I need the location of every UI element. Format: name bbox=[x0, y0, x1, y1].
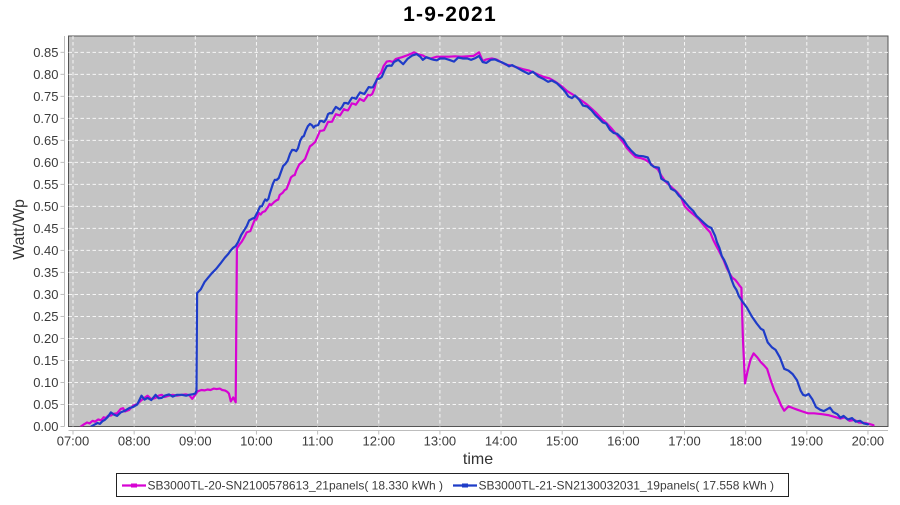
svg-text:0.75: 0.75 bbox=[33, 89, 58, 104]
svg-text:17:00: 17:00 bbox=[668, 434, 701, 449]
svg-text:0.25: 0.25 bbox=[33, 309, 58, 324]
svg-text:0.45: 0.45 bbox=[33, 221, 58, 236]
svg-text:08:00: 08:00 bbox=[118, 434, 151, 449]
svg-text:0.50: 0.50 bbox=[33, 199, 58, 214]
svg-text:1-9-2021: 1-9-2021 bbox=[403, 3, 497, 26]
svg-text:19:00: 19:00 bbox=[791, 434, 824, 449]
svg-text:16:00: 16:00 bbox=[607, 434, 640, 449]
svg-text:14:00: 14:00 bbox=[485, 434, 518, 449]
svg-text:0.65: 0.65 bbox=[33, 133, 58, 148]
svg-text:Watt/Wp: Watt/Wp bbox=[11, 199, 28, 260]
svg-text:0.15: 0.15 bbox=[33, 353, 58, 368]
svg-text:0.40: 0.40 bbox=[33, 243, 58, 258]
svg-text:0.60: 0.60 bbox=[33, 155, 58, 170]
svg-text:09:00: 09:00 bbox=[179, 434, 212, 449]
svg-text:0.00: 0.00 bbox=[33, 419, 58, 434]
svg-text:0.55: 0.55 bbox=[33, 177, 58, 192]
svg-text:0.35: 0.35 bbox=[33, 265, 58, 280]
svg-text:13:00: 13:00 bbox=[424, 434, 457, 449]
svg-text:11:00: 11:00 bbox=[302, 434, 334, 449]
svg-text:time: time bbox=[463, 451, 493, 468]
svg-text:0.85: 0.85 bbox=[33, 45, 58, 60]
svg-text:0.20: 0.20 bbox=[33, 331, 58, 346]
svg-text:12:00: 12:00 bbox=[363, 434, 396, 449]
svg-text:20:00: 20:00 bbox=[852, 434, 885, 449]
svg-text:SB3000TL-21-SN2130032031_19pan: SB3000TL-21-SN2130032031_19panels( 17.55… bbox=[479, 479, 775, 493]
svg-text:0.80: 0.80 bbox=[33, 67, 58, 82]
svg-text:15:00: 15:00 bbox=[546, 434, 579, 449]
svg-text:10:00: 10:00 bbox=[240, 434, 273, 449]
svg-text:07:00: 07:00 bbox=[57, 434, 90, 449]
svg-text:0.70: 0.70 bbox=[33, 111, 58, 126]
svg-text:0.30: 0.30 bbox=[33, 287, 58, 302]
svg-text:0.10: 0.10 bbox=[33, 375, 58, 390]
svg-text:SB3000TL-20-SN2100578613_21pan: SB3000TL-20-SN2100578613_21panels( 18.33… bbox=[148, 479, 444, 493]
svg-text:18:00: 18:00 bbox=[729, 434, 762, 449]
svg-text:0.05: 0.05 bbox=[33, 397, 58, 412]
